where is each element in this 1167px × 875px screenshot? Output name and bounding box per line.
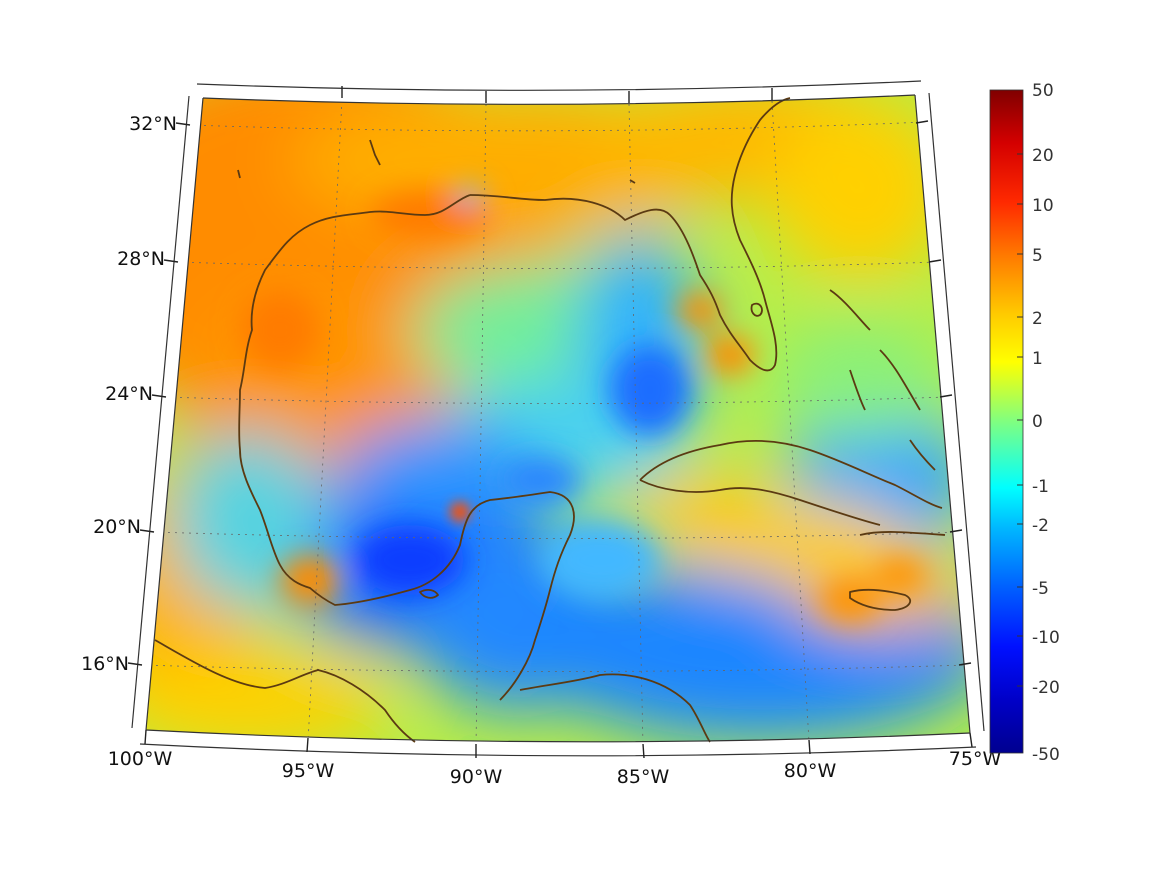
colorbar-tick-label: 50 — [1032, 81, 1054, 101]
colorbar: 50 20 10 5 2 1 0 -1 -2 -5 -10 -20 -50 — [989, 81, 1060, 765]
longitude-labels: 100°W 95°W 90°W 85°W 80°W 75°W — [108, 748, 1002, 788]
tick-marks — [127, 86, 973, 759]
latitude-labels: 32°N 28°N 24°N 20°N 16°N — [81, 113, 177, 675]
colorbar-tick-label: -50 — [1032, 745, 1060, 765]
map-frame — [131, 80, 985, 757]
lon-label-85w: 85°W — [617, 766, 670, 788]
lon-label-75w: 75°W — [949, 748, 1002, 770]
colorbar-tick-label: 2 — [1032, 309, 1043, 329]
colorbar-tick-label: -2 — [1032, 516, 1049, 536]
lat-label-16: 16°N — [81, 653, 129, 675]
data-field — [146, 95, 970, 742]
colorbar-gradient — [989, 89, 1024, 754]
colorbar-tick-label: 10 — [1032, 196, 1054, 216]
lon-label-90w: 90°W — [450, 766, 503, 788]
lat-label-28: 28°N — [117, 248, 165, 270]
lat-label-20: 20°N — [93, 516, 141, 538]
colorbar-tick-label: 20 — [1032, 146, 1054, 166]
coastline — [154, 97, 946, 743]
lon-label-80w: 80°W — [784, 760, 837, 782]
colorbar-tick-label: 1 — [1032, 349, 1043, 369]
colorbar-tick-label: 0 — [1032, 412, 1043, 432]
colorbar-tick-label: -20 — [1032, 678, 1060, 698]
colorbar-tick-label: -10 — [1032, 628, 1060, 648]
colorbar-tick-label: -5 — [1032, 579, 1049, 599]
lon-label-95w: 95°W — [282, 760, 335, 782]
lat-label-32: 32°N — [129, 113, 177, 135]
colorbar-tick-label: 5 — [1032, 246, 1043, 266]
graticule — [146, 99, 968, 742]
lat-label-24: 24°N — [105, 383, 153, 405]
lon-label-100w: 100°W — [108, 748, 173, 770]
colorbar-tick-label: -1 — [1032, 477, 1049, 497]
